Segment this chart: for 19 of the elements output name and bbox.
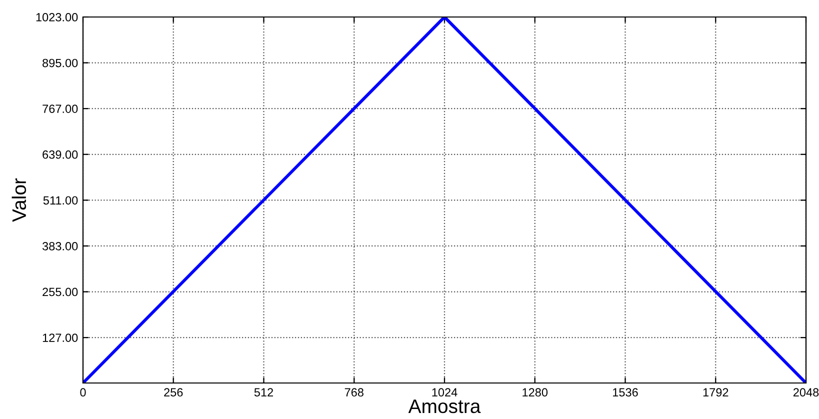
y-tick-label: 127.00 xyxy=(42,334,78,342)
x-tick-label: 1792 xyxy=(703,388,728,397)
y-tick-label: 639.00 xyxy=(42,150,78,159)
y-tick-label: 767.00 xyxy=(42,104,78,113)
x-tick-label: 1536 xyxy=(613,388,638,397)
y-tick-label: 255.00 xyxy=(42,288,78,296)
x-tick-label: 1024 xyxy=(432,388,458,397)
y-axis-title: Valor xyxy=(12,178,26,222)
x-axis-title: Amostra xyxy=(408,400,481,414)
x-tick-label: 512 xyxy=(254,388,274,397)
y-tick-label: 1023.00 xyxy=(36,13,78,22)
y-tick-label: 383.00 xyxy=(42,242,78,250)
x-tick-label: 256 xyxy=(164,388,183,397)
x-tick-label: 768 xyxy=(344,388,364,397)
x-tick-label: 0 xyxy=(80,388,86,397)
x-tick-label: 1280 xyxy=(522,388,548,397)
x-tick-label: 2048 xyxy=(793,388,819,397)
y-tick-label: 895.00 xyxy=(42,58,78,68)
y-tick-label: 511.00 xyxy=(43,196,78,205)
